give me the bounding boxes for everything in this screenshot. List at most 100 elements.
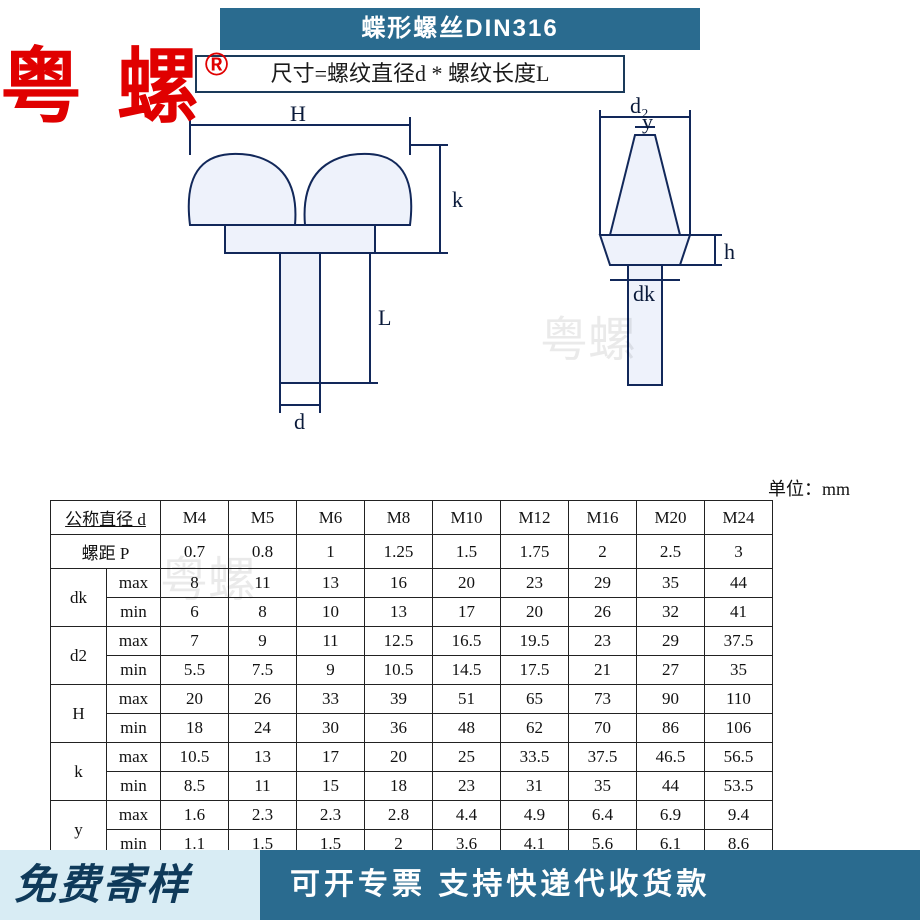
pitch-label: 螺距 P xyxy=(51,535,161,569)
val: 17 xyxy=(433,598,501,627)
val: 17 xyxy=(297,743,365,772)
val: 6 xyxy=(161,598,229,627)
val: 18 xyxy=(161,714,229,743)
pitch-val: 1.75 xyxy=(501,535,569,569)
header-size: M20 xyxy=(637,501,705,535)
val: 9 xyxy=(297,656,365,685)
diagram-svg xyxy=(120,105,800,465)
val: 56.5 xyxy=(705,743,773,772)
pitch-val: 1.5 xyxy=(433,535,501,569)
val: 8 xyxy=(161,569,229,598)
pitch-val: 2.5 xyxy=(637,535,705,569)
val: 44 xyxy=(705,569,773,598)
val: 11 xyxy=(297,627,365,656)
param-dk: dk xyxy=(51,569,107,627)
header-size: M10 xyxy=(433,501,501,535)
val: 10.5 xyxy=(161,743,229,772)
val: 2.3 xyxy=(229,801,297,830)
val: 62 xyxy=(501,714,569,743)
val: 11 xyxy=(229,569,297,598)
title-bar: 蝶形螺丝DIN316 xyxy=(220,8,700,50)
val: 106 xyxy=(705,714,773,743)
dim-y: y xyxy=(642,109,653,135)
val: 1.6 xyxy=(161,801,229,830)
val: 39 xyxy=(365,685,433,714)
val: 86 xyxy=(637,714,705,743)
val: 51 xyxy=(433,685,501,714)
val: 110 xyxy=(705,685,773,714)
val: 20 xyxy=(161,685,229,714)
val: 35 xyxy=(637,569,705,598)
val: 35 xyxy=(705,656,773,685)
pitch-val: 1 xyxy=(297,535,365,569)
val: 25 xyxy=(433,743,501,772)
val: 70 xyxy=(569,714,637,743)
footer-right-banner: 可开专票 支持快递代收货款 xyxy=(260,850,920,920)
header-size: M5 xyxy=(229,501,297,535)
val: 20 xyxy=(433,569,501,598)
val: 14.5 xyxy=(433,656,501,685)
val: 31 xyxy=(501,772,569,801)
pitch-val: 0.8 xyxy=(229,535,297,569)
val: 11 xyxy=(229,772,297,801)
val: 37.5 xyxy=(705,627,773,656)
val: 23 xyxy=(569,627,637,656)
val: 29 xyxy=(637,627,705,656)
val: 36 xyxy=(365,714,433,743)
param-H: H xyxy=(51,685,107,743)
val: 16 xyxy=(365,569,433,598)
val: 9 xyxy=(229,627,297,656)
param-d2: d2 xyxy=(51,627,107,685)
dim-h: h xyxy=(724,239,735,265)
val: 32 xyxy=(637,598,705,627)
val: 8.5 xyxy=(161,772,229,801)
val: 46.5 xyxy=(637,743,705,772)
footer-left-banner: 免费寄样 xyxy=(0,850,260,920)
brand-text: 粤 螺 xyxy=(0,42,205,133)
val: 4.4 xyxy=(433,801,501,830)
val: 12.5 xyxy=(365,627,433,656)
pitch-val: 1.25 xyxy=(365,535,433,569)
val: 4.9 xyxy=(501,801,569,830)
val: 27 xyxy=(637,656,705,685)
pitch-val: 2 xyxy=(569,535,637,569)
header-size: M4 xyxy=(161,501,229,535)
val: 13 xyxy=(365,598,433,627)
spec-table: 公称直径 dM4M5M6M8M10M12M16M20M24螺距 P0.70.81… xyxy=(50,500,773,859)
val: 7.5 xyxy=(229,656,297,685)
sub-max: max xyxy=(107,743,161,772)
pitch-val: 3 xyxy=(705,535,773,569)
val: 35 xyxy=(569,772,637,801)
header-size: M8 xyxy=(365,501,433,535)
formula-box: 尺寸=螺纹直径d * 螺纹长度L xyxy=(195,55,625,93)
val: 15 xyxy=(297,772,365,801)
sub-min: min xyxy=(107,772,161,801)
val: 7 xyxy=(161,627,229,656)
val: 41 xyxy=(705,598,773,627)
val: 33.5 xyxy=(501,743,569,772)
pitch-val: 0.7 xyxy=(161,535,229,569)
val: 37.5 xyxy=(569,743,637,772)
val: 5.5 xyxy=(161,656,229,685)
sub-min: min xyxy=(107,656,161,685)
sub-max: max xyxy=(107,801,161,830)
val: 26 xyxy=(569,598,637,627)
header-param: 公称直径 d xyxy=(51,501,161,535)
sub-min: min xyxy=(107,714,161,743)
val: 23 xyxy=(501,569,569,598)
brand-watermark: 粤 螺® xyxy=(0,20,234,139)
val: 10.5 xyxy=(365,656,433,685)
header-size: M6 xyxy=(297,501,365,535)
val: 2.8 xyxy=(365,801,433,830)
technical-diagram: H k L d d₂ y h dk xyxy=(120,105,800,465)
sub-min: min xyxy=(107,598,161,627)
dim-dk: dk xyxy=(633,281,655,307)
val: 18 xyxy=(365,772,433,801)
sub-max: max xyxy=(107,569,161,598)
val: 23 xyxy=(433,772,501,801)
val: 10 xyxy=(297,598,365,627)
val: 19.5 xyxy=(501,627,569,656)
dim-k: k xyxy=(452,187,463,213)
val: 17.5 xyxy=(501,656,569,685)
val: 65 xyxy=(501,685,569,714)
